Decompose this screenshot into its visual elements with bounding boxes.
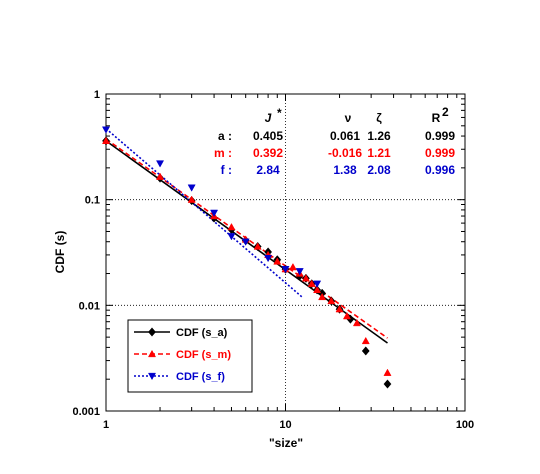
- table-cell: 2.08: [367, 163, 391, 177]
- y-tick-label: 0.001: [72, 406, 100, 418]
- table-cell: 0.405: [253, 129, 283, 143]
- data-point: [156, 172, 165, 180]
- table-header: R: [432, 111, 441, 125]
- x-tick-label: 100: [456, 419, 474, 431]
- grid-lines: [106, 94, 465, 411]
- data-point: [288, 262, 297, 271]
- data-point: [241, 238, 250, 246]
- table-header-superscript: *: [277, 106, 282, 120]
- data-point: [187, 184, 196, 192]
- data-point: [210, 209, 219, 217]
- data-point: [273, 257, 282, 265]
- data-point: [264, 254, 273, 263]
- legend-marker: [148, 327, 156, 337]
- fit-line-3: [105, 128, 304, 299]
- table-cell: 2.84: [256, 163, 280, 177]
- table-header-superscript: 2: [442, 105, 449, 119]
- data-point: [313, 280, 322, 288]
- data-point: [383, 379, 392, 389]
- data-point: [361, 346, 370, 356]
- table-cell: 1.38: [333, 163, 357, 177]
- table-cell: 0.061: [330, 129, 360, 143]
- table-header: J: [265, 111, 272, 125]
- data-point: [156, 160, 165, 168]
- data-point: [352, 318, 361, 327]
- table-cell: 1.26: [367, 129, 391, 143]
- data-point: [227, 222, 236, 231]
- table-cell: 1.21: [367, 146, 391, 160]
- axis-ticks: 1 10 100 1 0.1 0.01 0.001: [72, 89, 474, 431]
- table-cell: -0.016: [328, 146, 362, 160]
- data-markers: [101, 126, 392, 389]
- y-tick-label: 0.1: [85, 195, 100, 207]
- data-point: [313, 285, 322, 294]
- table-cell: 0.392: [253, 146, 283, 160]
- table-header: ζ: [376, 111, 382, 125]
- table-cell: 0.996: [425, 163, 455, 177]
- table-header: ν: [345, 111, 352, 125]
- table-row-label: f :: [221, 163, 232, 177]
- data-point: [318, 292, 327, 301]
- legend-label: CDF (s_a): [176, 327, 228, 339]
- legend-label: CDF (s_m): [176, 349, 231, 361]
- x-axis-label: "size": [269, 436, 303, 450]
- y-axis-label: CDF (s): [53, 231, 67, 274]
- y-tick-label: 0.01: [79, 300, 100, 312]
- table-cell: 0.999: [425, 129, 455, 143]
- data-point: [327, 296, 336, 305]
- data-point: [227, 233, 236, 241]
- data-point: [361, 336, 370, 345]
- data-point: [253, 242, 262, 250]
- data-point: [335, 305, 344, 313]
- fit-parameter-table: J * ν ζ R 2 a : 0.405 0.061 1.26 0.999 m : 0.392 -0.0…: [214, 105, 455, 177]
- data-point: [295, 268, 304, 276]
- legend-marker: [147, 372, 157, 381]
- table-row-label: m :: [214, 146, 232, 160]
- data-point: [383, 368, 392, 376]
- legend-label: CDF (s_f): [176, 371, 225, 383]
- table-row-label: a :: [218, 129, 232, 143]
- data-point: [342, 312, 351, 320]
- data-point: [301, 274, 310, 282]
- table-cell: 0.999: [425, 146, 455, 160]
- data-point: [101, 126, 111, 134]
- data-point: [281, 266, 290, 274]
- y-tick-label: 1: [94, 89, 100, 101]
- data-point: [307, 279, 316, 287]
- x-tick-label: 10: [279, 419, 291, 431]
- x-tick-label: 1: [103, 419, 109, 431]
- data-point: [187, 195, 196, 203]
- data-point: [101, 136, 111, 145]
- legend-marker: [147, 349, 157, 358]
- fit-lines: [105, 128, 388, 344]
- legend: CDF (s_a) CDF (s_m) CDF (s_f): [127, 319, 253, 393]
